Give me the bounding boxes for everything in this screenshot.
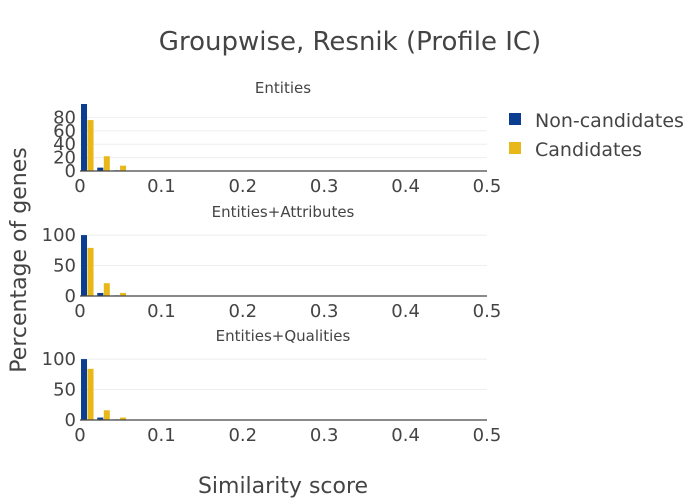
chart-title: Groupwise, Resnik (Profile IC) xyxy=(159,27,541,57)
bar-candidates xyxy=(87,120,94,171)
x-tick-label: 0.1 xyxy=(147,176,176,197)
x-tick-label: 0.1 xyxy=(147,301,176,322)
x-tick-label: 0.3 xyxy=(310,176,339,197)
y-axis-label: Percentage of genes xyxy=(7,147,32,372)
x-tick-label: 0.3 xyxy=(310,301,339,322)
bar-non-candidates xyxy=(97,167,104,171)
panel-title: Entities+Qualities xyxy=(216,327,351,345)
x-tick-label: 0.2 xyxy=(228,301,257,322)
legend-label-non-candidates: Non-candidates xyxy=(535,110,684,132)
bar-candidates xyxy=(87,247,94,296)
bar-candidates xyxy=(120,165,127,171)
bar-non-candidates xyxy=(81,235,88,296)
x-axis-label: Similarity score xyxy=(198,474,368,499)
x-tick-label: 0.2 xyxy=(228,176,257,197)
y-tick-label: 0 xyxy=(65,410,76,431)
x-tick-label: 0.5 xyxy=(473,301,502,322)
bar-non-candidates xyxy=(81,359,88,420)
bar-candidates xyxy=(103,156,110,171)
panel-title: Entities xyxy=(255,79,311,97)
panel-2: Entities+Attributes 0 50 100 0 0.1 0.2 0.3 0.4 0.… xyxy=(42,203,502,322)
bar-candidates xyxy=(103,410,110,420)
y-tick-label: 20 xyxy=(53,148,76,169)
x-tick-label: 0 xyxy=(74,301,85,322)
legend-swatch-candidates xyxy=(509,142,521,154)
x-tick-label: 0.1 xyxy=(147,425,176,446)
x-tick-label: 0.3 xyxy=(310,425,339,446)
x-tick-label: 0 xyxy=(74,425,85,446)
y-tick-label: 80 xyxy=(53,107,76,128)
y-tick-label: 50 xyxy=(53,380,76,401)
x-tick-label: 0.2 xyxy=(228,425,257,446)
panel-3: Entities+Qualities 0 50 100 0 0.1 0.2 0.3 0.4 0.5 xyxy=(42,327,502,446)
bar-non-candidates xyxy=(97,292,104,296)
x-tick-label: 0.4 xyxy=(391,176,420,197)
y-tick-label: 50 xyxy=(53,256,76,277)
legend-label-candidates: Candidates xyxy=(535,139,642,161)
x-tick-label: 0 xyxy=(74,176,85,197)
bar-candidates xyxy=(103,283,110,296)
y-tick-label: 0 xyxy=(65,286,76,307)
chart-legend: Non-candidates Candidates xyxy=(509,110,684,161)
x-tick-label: 0.5 xyxy=(473,176,502,197)
bar-candidates xyxy=(87,368,94,420)
x-tick-label: 0.4 xyxy=(391,425,420,446)
legend-swatch-non-candidates xyxy=(509,113,521,125)
bar-non-candidates xyxy=(81,104,88,171)
bar-candidates xyxy=(120,292,127,296)
y-tick-label: 40 xyxy=(53,134,76,155)
y-tick-label: 100 xyxy=(42,225,76,246)
panel-title: Entities+Attributes xyxy=(212,203,355,221)
x-tick-label: 0.4 xyxy=(391,301,420,322)
y-tick-label: 60 xyxy=(53,121,76,142)
y-tick-label: 0 xyxy=(65,161,76,182)
bar-candidates xyxy=(120,417,127,420)
y-tick-label: 100 xyxy=(42,349,76,370)
x-tick-label: 0.5 xyxy=(473,425,502,446)
bar-non-candidates xyxy=(97,417,104,420)
